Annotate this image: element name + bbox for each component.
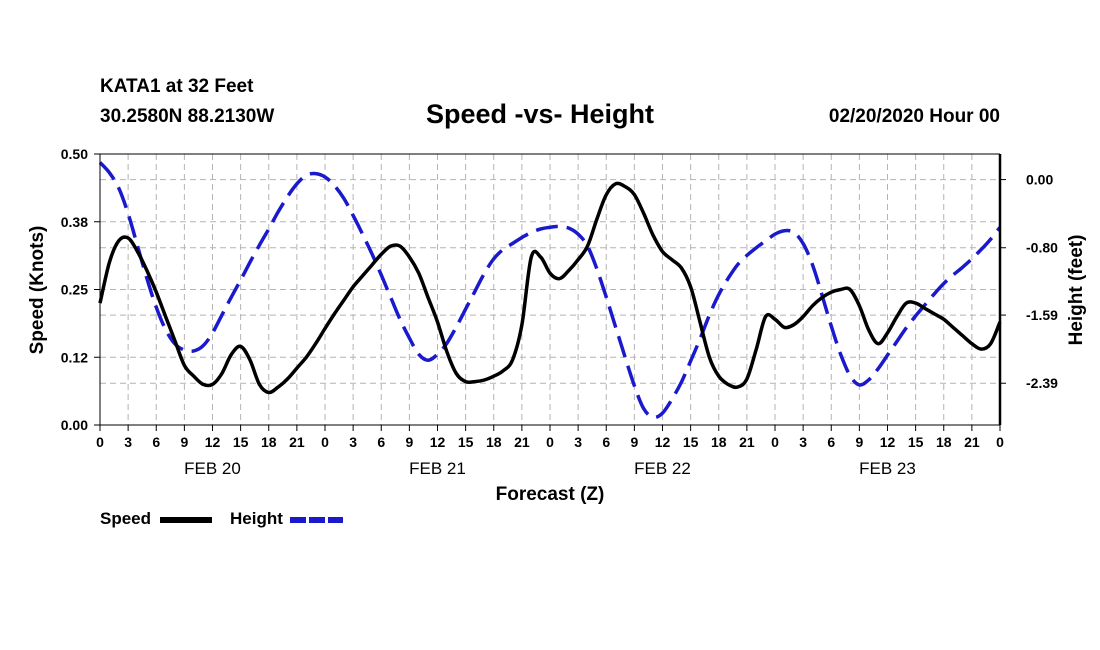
x-axis-tick-label: 6 xyxy=(827,434,835,450)
x-axis-tick-label: 9 xyxy=(630,434,638,450)
speed-series-line xyxy=(98,181,1002,395)
x-axis-tick-label: 21 xyxy=(289,434,305,450)
x-axis-tick-label: 3 xyxy=(799,434,807,450)
height-series-line xyxy=(98,161,1002,420)
x-axis-tick-label: 6 xyxy=(377,434,385,450)
x-axis-tick-label: 3 xyxy=(349,434,357,450)
x-axis-tick-label: 12 xyxy=(430,434,446,450)
x-axis-tick-label: 0 xyxy=(96,434,104,450)
right-axis-tick-label: -1.59 xyxy=(1026,307,1058,323)
x-axis-tick-label: 18 xyxy=(711,434,727,450)
right-axis-tick-label: -0.80 xyxy=(1026,240,1058,256)
station-coordinates: 30.2580N 88.2130W xyxy=(100,106,275,127)
x-axis-tick-label: 0 xyxy=(321,434,329,450)
day-label: FEB 20 xyxy=(184,459,241,478)
x-axis-tick-label: 0 xyxy=(771,434,779,450)
x-axis-tick-label: 9 xyxy=(180,434,188,450)
x-axis-tick-label: 21 xyxy=(739,434,755,450)
x-axis-tick-label: 18 xyxy=(486,434,502,450)
x-axis-tick-label: 21 xyxy=(964,434,980,450)
right-axis-title: Height (feet) xyxy=(1066,235,1087,346)
x-axis-tick-label: 0 xyxy=(546,434,554,450)
x-axis-tick-label: 6 xyxy=(152,434,160,450)
axis-layer: 0.00 0.12 0.25 0.38 0.50 0.00 -0.80 -1.59 -2.39 0… xyxy=(61,146,1058,478)
right-axis-tick-label: -2.39 xyxy=(1026,375,1058,391)
x-axis-title: Forecast (Z) xyxy=(496,484,605,505)
legend-speed-label: Speed xyxy=(100,509,152,528)
x-axis-tick-label: 15 xyxy=(683,434,699,450)
x-axis-tick-label: 15 xyxy=(458,434,474,450)
x-axis-tick-label: 9 xyxy=(405,434,413,450)
x-axis-tick-label: 6 xyxy=(602,434,610,450)
right-axis-tick-label: 0.00 xyxy=(1026,172,1053,188)
x-axis-tick-label: 9 xyxy=(855,434,863,450)
left-axis-tick-label: 0.38 xyxy=(61,214,88,230)
x-axis-tick-label: 0 xyxy=(996,434,1004,450)
x-axis-tick-label: 15 xyxy=(908,434,924,450)
x-axis-tick-label: 3 xyxy=(124,434,132,450)
forecast-datetime: 02/20/2020 Hour 00 xyxy=(828,106,1000,127)
x-axis-tick-label: 12 xyxy=(205,434,221,450)
left-axis-tick-label: 0.50 xyxy=(61,146,88,162)
left-axis-tick-label: 0.00 xyxy=(61,417,88,433)
left-axis-tick-label: 0.25 xyxy=(61,282,88,298)
x-axis-tick-label: 21 xyxy=(514,434,530,450)
x-axis-tick-label: 12 xyxy=(880,434,896,450)
x-axis-tick-label: 15 xyxy=(233,434,249,450)
day-label: FEB 23 xyxy=(859,459,916,478)
x-axis-tick-label: 3 xyxy=(574,434,582,450)
x-axis-tick-label: 12 xyxy=(655,434,671,450)
x-axis-tick-label: 18 xyxy=(936,434,952,450)
station-label: KATA1 at 32 Feet xyxy=(100,76,254,97)
left-axis-title: Speed (Knots) xyxy=(27,226,48,355)
day-label: FEB 21 xyxy=(409,459,466,478)
day-label: FEB 22 xyxy=(634,459,691,478)
legend-height-label: Height xyxy=(230,509,283,528)
left-axis-tick-label: 0.12 xyxy=(61,349,88,365)
chart-title: Speed -vs- Height xyxy=(426,99,655,129)
x-axis-tick-label: 18 xyxy=(261,434,277,450)
